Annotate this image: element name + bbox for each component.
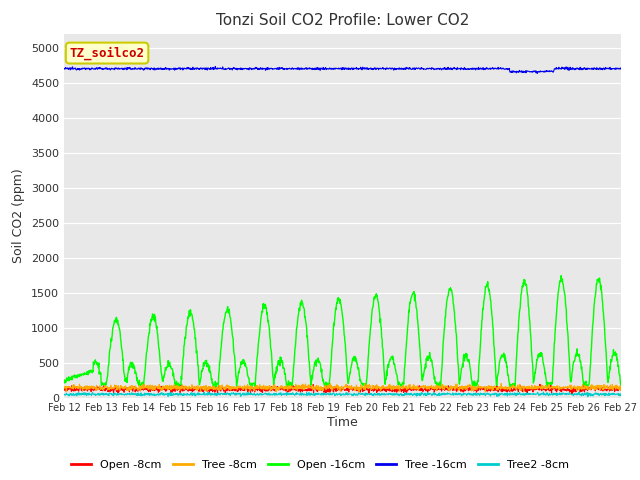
Open -8cm — [551, 385, 559, 391]
Tree2 -8cm — [617, 391, 625, 396]
Tree -8cm — [552, 384, 559, 390]
Tree2 -8cm — [551, 392, 559, 397]
Line: Tree2 -8cm: Tree2 -8cm — [64, 392, 621, 396]
Tree2 -8cm — [584, 394, 592, 399]
Tree -8cm — [60, 384, 68, 390]
Open -8cm — [60, 386, 68, 392]
Tree2 -8cm — [184, 392, 191, 398]
Open -8cm — [502, 388, 509, 394]
Open -8cm — [568, 392, 576, 397]
Text: TZ_soilco2: TZ_soilco2 — [70, 47, 145, 60]
Open -8cm — [246, 384, 254, 390]
Tree -16cm — [552, 65, 559, 71]
Open -16cm — [617, 382, 625, 388]
Tree -16cm — [617, 65, 625, 71]
Open -16cm — [246, 382, 254, 388]
Open -8cm — [536, 382, 544, 387]
Tree2 -8cm — [502, 391, 509, 397]
Line: Open -16cm: Open -16cm — [64, 276, 621, 389]
Legend: Open -8cm, Tree -8cm, Open -16cm, Tree -16cm, Tree2 -8cm: Open -8cm, Tree -8cm, Open -16cm, Tree -… — [67, 456, 573, 474]
Open -8cm — [617, 387, 625, 393]
Tree -8cm — [184, 387, 191, 393]
Open -16cm — [170, 377, 178, 383]
Tree -16cm — [429, 66, 437, 72]
Tree -16cm — [533, 71, 541, 76]
Y-axis label: Soil CO2 (ppm): Soil CO2 (ppm) — [12, 168, 26, 264]
Tree -8cm — [617, 387, 625, 393]
Open -16cm — [551, 338, 559, 344]
Open -16cm — [60, 380, 68, 385]
Open -8cm — [429, 385, 436, 391]
Tree -16cm — [211, 63, 219, 69]
Tree2 -8cm — [60, 392, 68, 398]
Open -16cm — [557, 273, 565, 278]
Tree -8cm — [429, 386, 437, 392]
Open -8cm — [170, 387, 178, 393]
Tree2 -8cm — [540, 389, 547, 395]
Line: Tree -16cm: Tree -16cm — [64, 66, 621, 73]
Tree -16cm — [170, 66, 178, 72]
Line: Open -8cm: Open -8cm — [64, 384, 621, 395]
Tree -16cm — [184, 66, 191, 72]
Tree -16cm — [246, 66, 254, 72]
Open -16cm — [184, 314, 191, 320]
Tree2 -8cm — [246, 392, 254, 397]
Tree -8cm — [246, 386, 254, 392]
Title: Tonzi Soil CO2 Profile: Lower CO2: Tonzi Soil CO2 Profile: Lower CO2 — [216, 13, 469, 28]
Tree -8cm — [497, 381, 505, 386]
Open -16cm — [429, 365, 436, 371]
Open -8cm — [184, 387, 191, 393]
Open -16cm — [502, 355, 509, 361]
Open -16cm — [583, 386, 591, 392]
Tree -8cm — [355, 389, 363, 395]
Tree -16cm — [502, 66, 509, 72]
Tree -8cm — [170, 382, 178, 387]
X-axis label: Time: Time — [327, 416, 358, 429]
Tree2 -8cm — [170, 391, 178, 397]
Tree -16cm — [60, 66, 68, 72]
Tree2 -8cm — [429, 391, 436, 396]
Line: Tree -8cm: Tree -8cm — [64, 384, 621, 392]
Tree -8cm — [502, 385, 510, 391]
